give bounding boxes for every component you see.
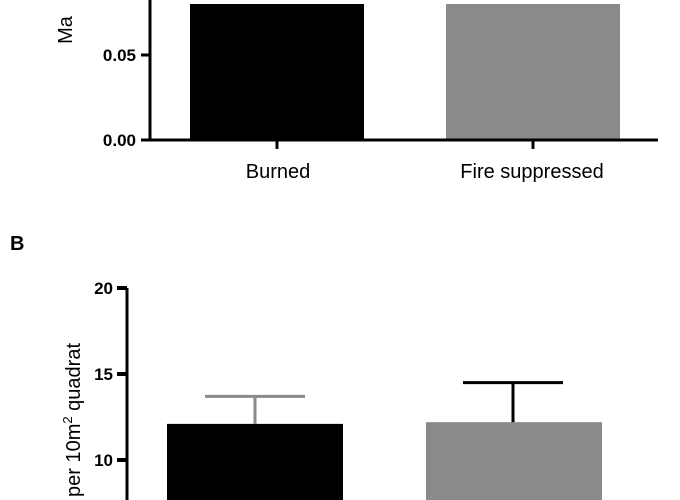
bar-panel-b-1 bbox=[426, 422, 602, 500]
panel-a-ylabel: Ma bbox=[55, 15, 77, 44]
y-tick-label-panel-a-1: 0.05 bbox=[103, 46, 136, 65]
bar-panel-a-0 bbox=[190, 4, 364, 140]
panel-a: Ma 0.00 0.05 Burned Fire suppressed bbox=[55, 0, 658, 183]
bar-panel-b-0 bbox=[167, 423, 343, 500]
category-label-fire-suppressed: Fire suppressed bbox=[460, 161, 603, 183]
y-tick-label-panel-b-2: 20 bbox=[94, 279, 113, 298]
panel-b: B per 10m2 quadrat 10 15 20 bbox=[10, 233, 602, 500]
y-tick-label-panel-b-0: 10 bbox=[94, 451, 113, 470]
panel-b-ylabel: per 10m2 quadrat bbox=[60, 343, 85, 497]
panel-b-label: B bbox=[10, 233, 24, 255]
bar-panel-a-1 bbox=[446, 4, 620, 140]
y-tick-label-panel-a-0: 0.00 bbox=[103, 131, 136, 150]
y-tick-label-panel-b-1: 15 bbox=[94, 365, 113, 384]
category-label-burned: Burned bbox=[246, 161, 311, 183]
